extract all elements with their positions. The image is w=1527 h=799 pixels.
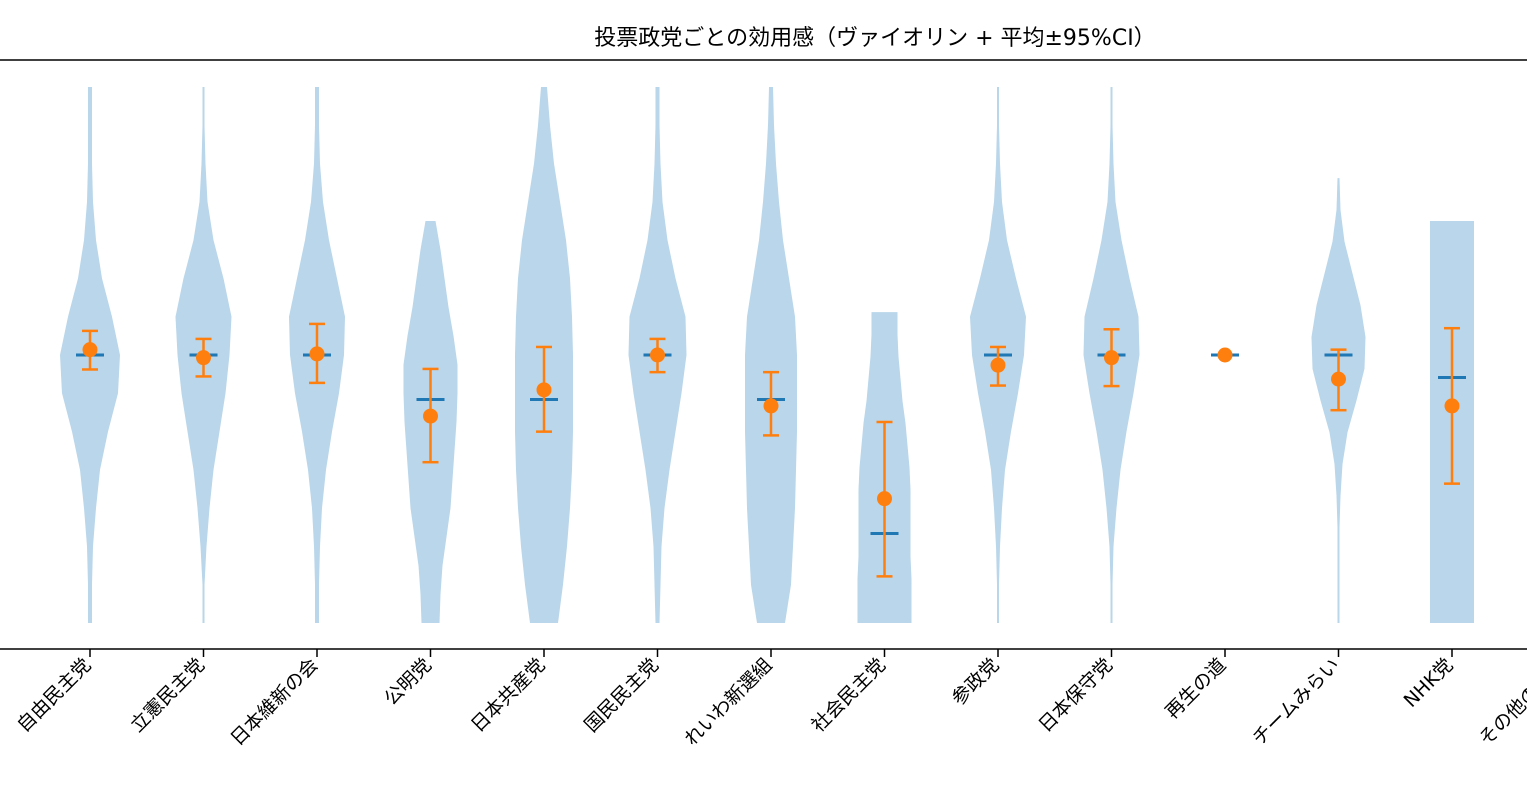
x-tick-label-12: チームみらい [1248, 654, 1344, 750]
error-bar-7 [763, 370, 779, 437]
x-tick-label-8: 社会民主党 [807, 654, 890, 737]
x-tick-label-5: 日本共産党 [467, 654, 550, 737]
x-tick-label-1: 自由民主党 [13, 654, 96, 737]
x-tick-label-2: 立憲民主党 [126, 654, 209, 737]
x-tick-label-14: その他の政党 [1475, 654, 1527, 750]
violin-7 [745, 87, 797, 623]
mean-point-9 [990, 357, 1006, 373]
mean-point-10 [1104, 350, 1119, 366]
x-tick-label-3: 日本維新の会 [226, 654, 322, 750]
mean-point-1 [82, 342, 98, 358]
mean-point-5 [536, 382, 552, 398]
error-bar-4 [422, 367, 439, 464]
error-bar-5 [536, 345, 552, 433]
mean-point-11 [1217, 347, 1233, 363]
mean-point-2 [196, 350, 211, 366]
x-tick-label-4: 公明党 [380, 654, 436, 710]
chart-title: 投票政党ごとの効用感（ヴァイオリン + 平均±95%CI） [594, 26, 1156, 51]
x-tick-label-7: れいわ新選組 [680, 654, 776, 750]
error-bar-1 [82, 329, 98, 371]
x-tick-label-11: 再生の道 [1161, 654, 1230, 723]
mean-point-8 [877, 491, 892, 507]
mean-point-4 [423, 408, 438, 424]
error-bar-6 [649, 337, 666, 374]
error-bar-8 [876, 420, 893, 578]
error-bar-11 [1217, 347, 1233, 363]
mean-point-13 [1444, 398, 1460, 414]
error-bar-10 [1103, 328, 1120, 388]
x-tick-label-13: NHK党 [1400, 654, 1458, 712]
mean-point-12 [1331, 371, 1346, 387]
x-tick-label-6: 国民民主党 [580, 654, 663, 737]
violin-bodies [60, 87, 1474, 623]
mean-point-6 [650, 347, 665, 363]
error-bar-2 [195, 337, 212, 378]
error-bar-13 [1444, 326, 1460, 485]
error-bar-3 [309, 322, 325, 385]
error-bar-9 [990, 345, 1006, 387]
x-tick-label-9: 参政党 [948, 654, 1004, 710]
mean-point-3 [309, 346, 325, 362]
x-tick-label-10: 日本保守党 [1034, 654, 1117, 737]
x-axis-ticks: 自由民主党 立憲民主党 日本維新の会 公明党 日本共産党 国民民主党 れいわ新選組 社会民主党… [13, 649, 1527, 750]
error-bars [82, 322, 1460, 578]
mean-point-7 [763, 398, 779, 414]
error-bar-12 [1330, 348, 1347, 412]
